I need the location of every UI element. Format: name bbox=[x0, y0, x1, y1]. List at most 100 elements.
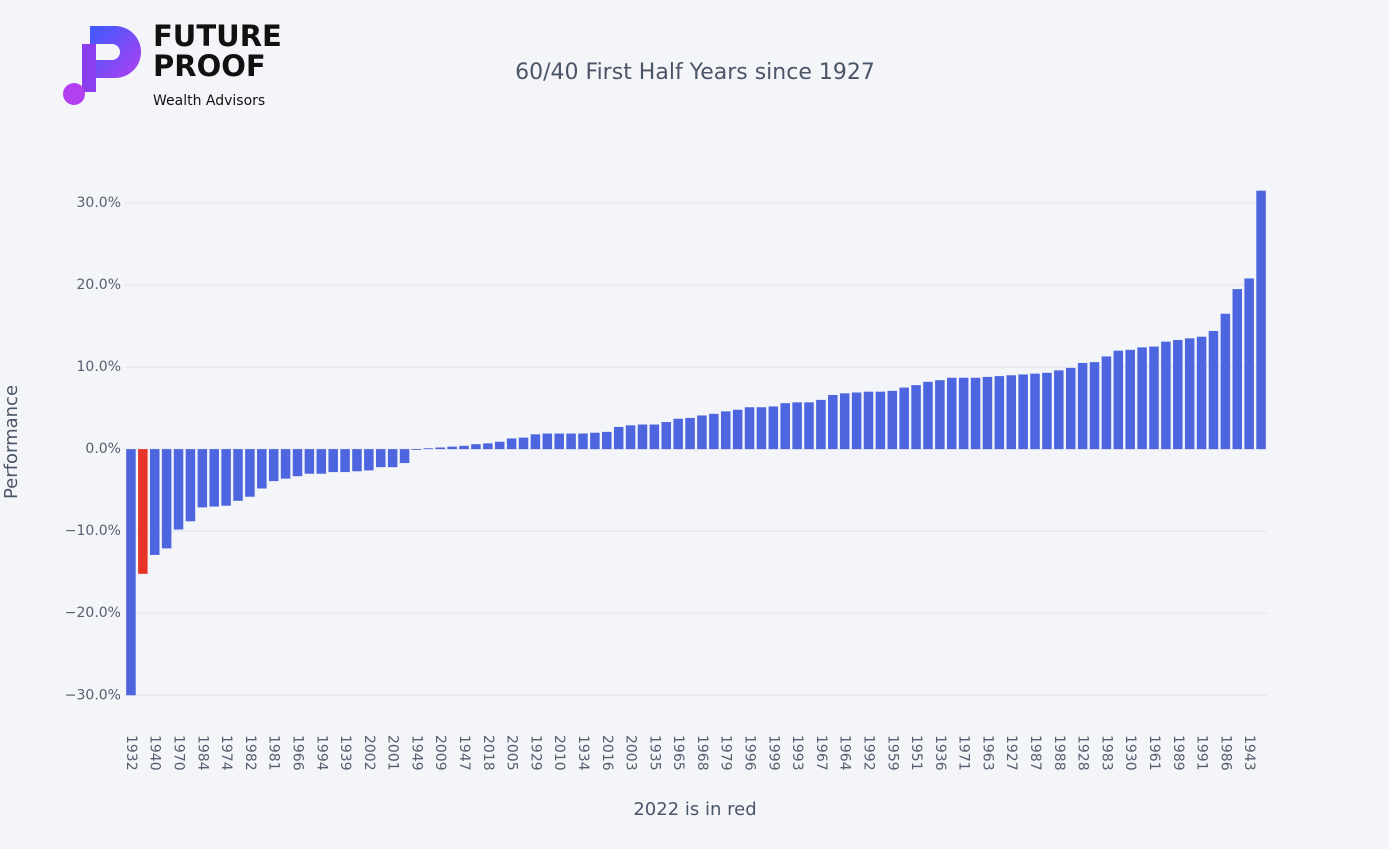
bar bbox=[578, 433, 588, 450]
bar bbox=[471, 444, 481, 450]
bar bbox=[649, 424, 660, 450]
logo: FUTURE PROOF Wealth Advisors bbox=[63, 19, 282, 109]
logo-dot bbox=[63, 83, 85, 105]
bar bbox=[280, 449, 291, 479]
bar bbox=[709, 413, 719, 450]
bar bbox=[994, 376, 1005, 450]
bar bbox=[506, 438, 517, 450]
x-tick-label: 1939 bbox=[337, 735, 353, 771]
bar bbox=[1125, 349, 1135, 450]
bar bbox=[720, 411, 731, 450]
x-tick-label: 1930 bbox=[1122, 735, 1138, 771]
x-tick-label: 1970 bbox=[171, 735, 187, 771]
x-tick-label: 2016 bbox=[599, 735, 615, 771]
x-tick-label: 1996 bbox=[742, 735, 758, 771]
bar bbox=[1256, 190, 1266, 450]
bar bbox=[197, 449, 208, 508]
logo-shape bbox=[82, 44, 96, 92]
x-tick-label: 2002 bbox=[361, 735, 377, 771]
x-tick-label: 2018 bbox=[480, 735, 496, 771]
bar bbox=[744, 407, 755, 450]
x-tick-label: 1928 bbox=[1075, 735, 1091, 771]
y-tick-label: 30.0% bbox=[77, 195, 121, 211]
bar bbox=[411, 449, 422, 450]
bar bbox=[1042, 372, 1052, 450]
bar bbox=[352, 449, 362, 472]
x-tick-label: 1947 bbox=[456, 735, 472, 771]
y-tick-label: 20.0% bbox=[77, 277, 121, 293]
y-tick-label: 0.0% bbox=[85, 441, 121, 457]
bar bbox=[138, 449, 148, 574]
x-tick-label: 1971 bbox=[956, 735, 972, 771]
bar bbox=[1220, 313, 1231, 450]
x-tick-label: 1967 bbox=[813, 735, 829, 771]
bar bbox=[661, 422, 672, 450]
bar bbox=[566, 433, 576, 450]
bar bbox=[447, 446, 457, 450]
bar bbox=[875, 391, 886, 450]
bar bbox=[637, 424, 648, 450]
y-axis-title: Performance bbox=[1, 385, 22, 499]
bar bbox=[173, 449, 184, 530]
x-tick-label: 1927 bbox=[1003, 735, 1019, 771]
bar bbox=[982, 376, 993, 450]
x-tick-label: 1935 bbox=[646, 735, 662, 771]
x-tick-label: 1936 bbox=[932, 735, 948, 771]
bar bbox=[756, 407, 767, 450]
bar bbox=[792, 402, 802, 450]
x-tick-label: 2009 bbox=[432, 735, 448, 771]
bar bbox=[828, 394, 838, 450]
bar bbox=[1208, 330, 1219, 450]
logo-shape bbox=[90, 26, 141, 78]
x-tick-label: 1934 bbox=[575, 735, 591, 771]
logo-text: FUTURE bbox=[153, 19, 282, 53]
bar bbox=[459, 445, 469, 450]
bar bbox=[494, 441, 505, 450]
bar bbox=[1030, 373, 1040, 450]
x-tick-label: 1964 bbox=[837, 735, 853, 771]
logo-subtext: Wealth Advisors bbox=[153, 93, 265, 109]
bar bbox=[542, 433, 553, 450]
bar bbox=[328, 449, 338, 473]
bar bbox=[899, 387, 909, 450]
x-tick-label: 1965 bbox=[670, 735, 686, 771]
bar bbox=[947, 377, 957, 450]
bar bbox=[602, 431, 612, 450]
bar bbox=[483, 443, 493, 450]
x-tick-label: 2010 bbox=[551, 735, 567, 771]
x-tick-label: 1983 bbox=[1098, 735, 1114, 771]
bar bbox=[185, 449, 196, 522]
x-tick-label: 1940 bbox=[147, 735, 163, 771]
x-tick-label: 1991 bbox=[1194, 735, 1210, 771]
bar bbox=[1018, 374, 1028, 450]
bar bbox=[887, 390, 898, 450]
chart-title: 60/40 First Half Years since 1927 bbox=[515, 60, 875, 85]
bar bbox=[625, 425, 636, 450]
bar bbox=[1173, 339, 1183, 450]
x-tick-label: 1989 bbox=[1170, 735, 1186, 771]
bar bbox=[1101, 356, 1112, 450]
bar bbox=[1113, 350, 1124, 450]
x-tick-label: 1992 bbox=[860, 735, 876, 771]
x-tick-label: 1974 bbox=[218, 735, 234, 771]
bar bbox=[268, 449, 279, 482]
x-tick-label: 1959 bbox=[884, 735, 900, 771]
bar bbox=[257, 449, 267, 489]
x-tick-label: 1984 bbox=[194, 735, 210, 771]
bar bbox=[245, 449, 255, 497]
bar bbox=[780, 403, 790, 450]
bar bbox=[221, 449, 231, 506]
bar bbox=[1065, 367, 1076, 450]
y-tick-label: −10.0% bbox=[65, 523, 121, 539]
bar bbox=[673, 418, 683, 450]
x-tick-label: 1986 bbox=[1217, 735, 1233, 771]
x-tick-label: 1943 bbox=[1241, 735, 1257, 771]
y-tick-label: −20.0% bbox=[65, 605, 121, 621]
bar bbox=[149, 449, 160, 555]
bar bbox=[340, 449, 350, 473]
bar bbox=[209, 449, 219, 507]
bar bbox=[126, 449, 136, 696]
bar bbox=[851, 392, 862, 450]
bar bbox=[161, 449, 172, 549]
